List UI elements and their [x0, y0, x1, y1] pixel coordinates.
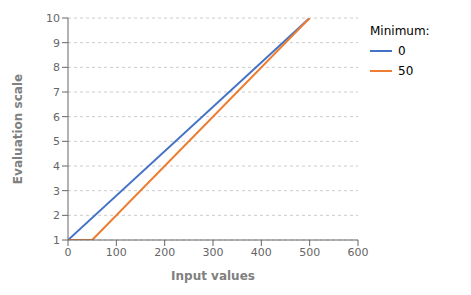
svg-text:2: 2 [53, 209, 60, 222]
svg-text:Input values: Input values [171, 269, 255, 283]
svg-text:300: 300 [203, 246, 224, 259]
svg-text:9: 9 [53, 37, 60, 50]
svg-text:6: 6 [53, 111, 60, 124]
html-text:50: 50 [398, 64, 414, 78]
svg-text:8: 8 [53, 61, 60, 74]
svg-text:1: 1 [53, 234, 60, 247]
svg-text:100: 100 [106, 246, 127, 259]
svg-text:3: 3 [53, 185, 60, 198]
svg-text:5: 5 [53, 135, 60, 148]
svg-text:400: 400 [251, 246, 272, 259]
svg-text:Evaluation scale: Evaluation scale [11, 74, 25, 184]
html-text:Minimum:: Minimum: [370, 24, 430, 38]
svg-text:500: 500 [299, 246, 320, 259]
svg-text:10: 10 [46, 12, 60, 25]
svg-text:0: 0 [65, 246, 72, 259]
svg-text:4: 4 [53, 160, 60, 173]
svg-text:200: 200 [154, 246, 175, 259]
svg-text:600: 600 [348, 246, 369, 259]
html-text:0: 0 [398, 44, 406, 58]
svg-text:7: 7 [53, 86, 60, 99]
